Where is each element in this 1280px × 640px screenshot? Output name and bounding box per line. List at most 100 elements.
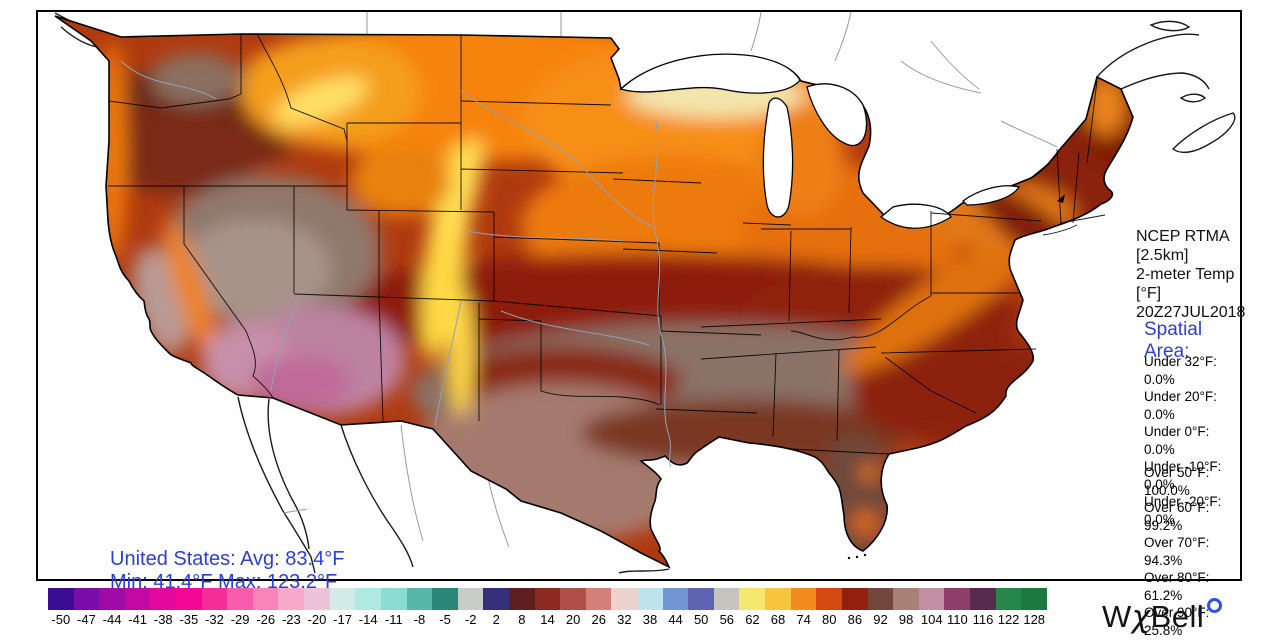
colorbar-segment (944, 588, 970, 610)
colorbar-segment (534, 588, 561, 610)
colorbar-segment (560, 588, 586, 610)
colorbar-tick-label: 80 (822, 612, 837, 627)
wxbell-logo: WχBell (1102, 598, 1223, 635)
colorbar-segment (995, 588, 1022, 610)
colorbar-tick-label: -14 (358, 612, 378, 627)
over-threshold-stats: Over 50°F: 100.0% Over 60°F: 99.2% Over … (1144, 464, 1240, 640)
summary-avg-line: United States: Avg: 83.4°F (110, 548, 345, 570)
colorbar-segment (176, 588, 202, 610)
colorbar-segment (252, 588, 279, 610)
stat-under-20: Under 20°F: 0.0% (1144, 389, 1217, 422)
colorbar-segment (790, 588, 817, 610)
colorbar-segment (739, 588, 766, 610)
logo-w: W (1102, 599, 1132, 634)
colorbar-segment (688, 588, 714, 610)
colorbar-segment (508, 588, 535, 610)
colorbar-segment (765, 588, 791, 610)
colorbar-segment (201, 588, 228, 610)
map-datetime-line: 20Z27JUL2018 (1136, 304, 1246, 321)
colorbar-tick-label: -11 (384, 612, 403, 627)
colorbar-tick-label: 110 (946, 612, 968, 627)
canada-borders (366, 12, 1058, 148)
colorbar-tick-label: 44 (668, 612, 683, 627)
colorbar-segment (841, 588, 868, 610)
stat-under-n10: Under -10°F: 0.0% (1144, 459, 1222, 492)
temperature-colorbar (48, 588, 1047, 610)
colorbar-segment (355, 588, 381, 610)
colorbar-tick-label: 8 (518, 612, 526, 627)
colorbar-segment (278, 588, 305, 610)
colorbar-segment (918, 588, 945, 610)
colorbar-tick-label: 98 (898, 612, 914, 627)
colorbar-tick-labels: -50 -47 -44 -41 -38 -35 -32 -29 -26 -23 -20 -17 -14-… (48, 612, 1047, 628)
colorbar-segment (637, 588, 663, 610)
colorbar-segment (867, 588, 894, 610)
map-frame: NCEP RTMA [2.5km] 2-meter Temp [°F] 20Z2… (36, 10, 1245, 638)
colorbar-segment (662, 588, 689, 610)
rivers (120, 60, 672, 468)
stat-over-50: Over 50°F: 100.0% (1144, 465, 1210, 498)
colorbar-tick-label: -23 (281, 612, 301, 627)
colorbar-tick-label: 14 (540, 612, 555, 627)
colorbar-tick-label: -47 (77, 612, 96, 627)
colorbar-tick-label: -50 (51, 612, 71, 627)
colorbar-segment (124, 588, 151, 610)
colorbar-segment (585, 588, 612, 610)
spatial-area-heading: Spatial Area: (1144, 319, 1203, 362)
colorbar-tick-label: 62 (745, 612, 760, 627)
stat-over-70: Over 70°F: 94.3% (1144, 535, 1210, 568)
stat-over-90: Over 90°F: 25.8% (1144, 605, 1210, 638)
map-variable-line: 2-meter Temp [°F] (1136, 266, 1235, 302)
colorbar-segment (329, 588, 356, 610)
colorbar-tick-label: 92 (873, 612, 888, 627)
colorbar-tick-label: 68 (770, 612, 786, 627)
colorbar-tick-label: 26 (591, 612, 606, 627)
colorbar-segment (432, 588, 458, 610)
state-borders (108, 33, 1106, 455)
us-summary-stats: United States: Avg: 83.4°F Min: 41.4°F M… (110, 548, 344, 593)
colorbar-tick-label: -8 (413, 612, 426, 627)
us-temperature-map (54, 12, 1236, 574)
stat-over-60: Over 60°F: 99.2% (1144, 500, 1210, 533)
temperature-field (55, 16, 1133, 567)
colorbar-segment (816, 588, 842, 610)
colorbar-segment (48, 588, 74, 610)
colorbar-tick-label: -38 (153, 612, 173, 627)
map-source-line: NCEP RTMA [2.5km] (1136, 228, 1229, 264)
colorbar-tick-label: -20 (307, 612, 327, 627)
colorbar-tick-label: 116 (972, 612, 994, 627)
colorbar-tick-label: 50 (693, 612, 709, 627)
us-outline (54, 15, 1134, 569)
map-title-block: NCEP RTMA [2.5km] 2-meter Temp [°F] 20Z2… (1136, 227, 1245, 322)
lake-ontario (962, 185, 1021, 206)
colorbar-tick-label: 122 (997, 612, 1020, 627)
logo-bell: Bell (1150, 599, 1205, 634)
logo-chi: χ (1131, 599, 1151, 635)
stat-under-32: Under 32°F: 0.0% (1144, 354, 1217, 387)
colorbar-segment (1021, 588, 1047, 610)
map-marks (847, 194, 1065, 560)
colorbar-tick-label: 20 (565, 612, 581, 627)
lake-michigan (762, 97, 794, 218)
colorbar-tick-label: 128 (1023, 612, 1046, 627)
colorbar-tick-label: -5 (439, 612, 451, 627)
colorbar-tick-label: -26 (256, 612, 276, 627)
colorbar-tick-label: 2 (492, 612, 500, 627)
colorbar-segment (969, 588, 996, 610)
colorbar-segment (483, 588, 509, 610)
colorbar-segment (73, 588, 100, 610)
colorbar-segment (611, 588, 638, 610)
colorbar-tick-label: -41 (128, 612, 148, 627)
colorbar-segment (406, 588, 433, 610)
colorbar-tick-label: 38 (642, 612, 658, 627)
colorbar-segment (150, 588, 177, 610)
colorbar-tick-label: -2 (464, 612, 477, 627)
colorbar-tick-label: -44 (102, 612, 122, 627)
summary-min-max-line: Min: 41.4°F Max: 123.2°F (110, 570, 338, 593)
stat-over-80: Over 80°F: 61.2% (1144, 570, 1210, 603)
stat-under-n20: Under -20°F: 0.0% (1144, 494, 1222, 527)
colorbar-tick-label: 56 (719, 612, 735, 627)
colorbar-segment (99, 588, 125, 610)
great-lakes (619, 53, 1021, 229)
colorbar-tick-label: -29 (230, 612, 250, 627)
